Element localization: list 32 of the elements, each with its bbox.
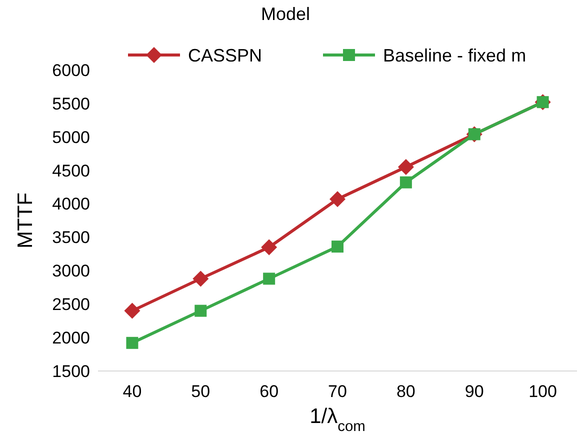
y-tick-label: 6000	[52, 60, 90, 80]
legend-label: Baseline - fixed m	[383, 45, 526, 66]
point	[400, 176, 412, 188]
y-axis-title: MTTF	[14, 192, 37, 248]
point	[332, 240, 344, 253]
x-tick-label: 100	[528, 382, 557, 401]
point	[263, 272, 276, 285]
y-tick-label: 3000	[52, 262, 90, 281]
legend-label: CASSPN	[188, 45, 262, 66]
y-tick-label: 2500	[52, 295, 90, 314]
legend-title: Model	[260, 4, 310, 24]
y-tick-label: 4000	[52, 194, 90, 214]
x-axis-title: 1/λ$_{com}$	[310, 405, 366, 435]
x-tick-label: 70	[328, 382, 347, 401]
y-tick-label: 5000	[52, 128, 90, 147]
x-tick-label: 90	[464, 382, 484, 401]
point	[398, 158, 414, 175]
point	[330, 191, 346, 208]
y-tick-label: 2000	[52, 328, 90, 348]
x-tick-label: 80	[396, 382, 416, 401]
y-tick-label: 5500	[52, 94, 90, 114]
x-tick-label: 40	[122, 382, 142, 401]
x-tick-label: 60	[260, 382, 279, 401]
point	[124, 302, 140, 319]
y-tick-label: 1500	[52, 362, 90, 381]
y-tick-label: 3500	[52, 228, 90, 248]
x-tick-label: 50	[191, 382, 210, 401]
point	[261, 239, 278, 256]
point	[126, 336, 138, 349]
y-tick-label: 4500	[52, 161, 90, 180]
point	[194, 304, 207, 317]
point	[192, 270, 209, 287]
